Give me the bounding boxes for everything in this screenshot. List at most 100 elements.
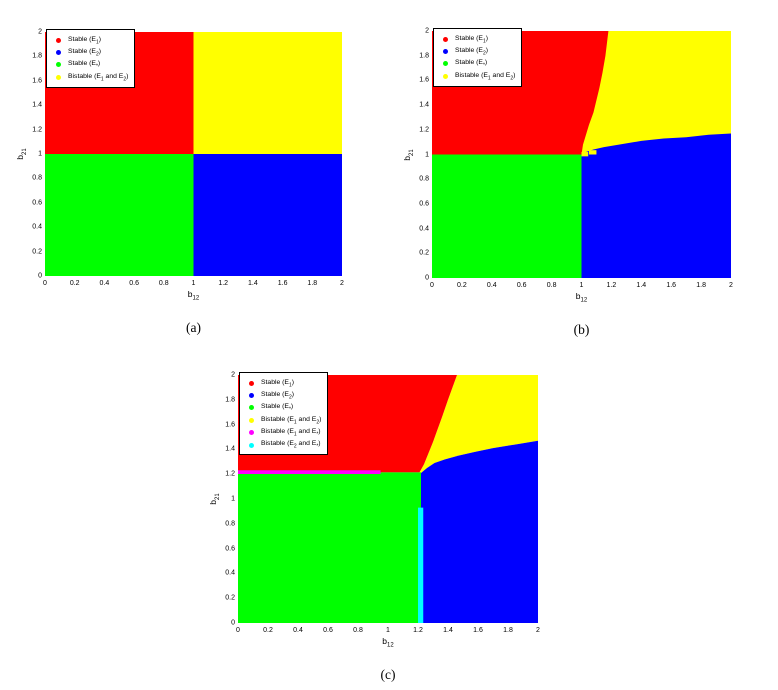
legend-entry: Bistable (E2 and E*) — [244, 439, 321, 451]
subplot-c-y-axis-label: b21 — [207, 493, 221, 505]
legend-marker-icon — [443, 49, 448, 55]
bistable-speckle — [581, 152, 589, 157]
subplot-c-x-axis-label: b12 — [382, 636, 394, 649]
y-tick-label: 0 — [231, 619, 235, 627]
x-tick-label: 0.4 — [486, 282, 497, 289]
y-tick-label: 1.4 — [419, 101, 429, 109]
x-tick-label: 1.6 — [277, 280, 288, 287]
y-tick-label: 1.6 — [419, 76, 429, 84]
subplot-b-x-axis-label: b12 — [575, 291, 588, 304]
bistable-e1-e2-region — [581, 31, 731, 155]
legend-entry: Stable (E*) — [244, 402, 321, 414]
bistable-e1-e2-region — [419, 375, 538, 473]
legend-label: Stable (E1) — [455, 34, 489, 44]
y-tick-label: 0.8 — [32, 174, 42, 182]
x-tick-label: 0.6 — [323, 627, 333, 634]
legend-entry: Stable (E1) — [51, 34, 128, 46]
y-tick-label: 2 — [38, 28, 42, 36]
subplot-b: Stable (E1) Stable (E2) Stable (E*) Bistabl… — [402, 28, 733, 338]
x-tick-label: 1.2 — [218, 280, 229, 287]
legend-entry: Stable (E2) — [244, 389, 321, 401]
bistable-e1-estar-strip — [238, 470, 381, 474]
legend-marker-icon — [443, 36, 448, 42]
subplot-a: Stable (E1) Stable (E2) Stable (E*) Bistabl… — [15, 29, 344, 336]
legend-marker-icon — [249, 393, 254, 399]
subplot-b-legend: Stable (E1) Stable (E2) Stable (E*) Bistabl… — [433, 28, 523, 87]
x-tick-label: 2 — [536, 627, 540, 634]
subplot-a-axes — [45, 32, 342, 276]
legend-marker-icon — [249, 417, 254, 423]
subplot-b-y-axis: 0 0.2 0.4 0.6 0.8 1 1.2 1.4 1.6 1.8 2 — [403, 27, 429, 282]
y-tick-label: 1.8 — [225, 396, 235, 404]
x-tick-label: 0.6 — [516, 282, 527, 289]
x-tick-label: 1 — [386, 627, 390, 634]
y-tick-label: 0.4 — [225, 569, 235, 577]
legend-entry: Bistable (E1 and E2) — [51, 71, 128, 83]
y-tick-label: 1.2 — [419, 126, 429, 134]
legend-entry: Stable (E*) — [51, 59, 128, 71]
legend-entry: Bistable (E1 and E*) — [244, 427, 321, 439]
legend-marker-icon — [249, 405, 254, 411]
subplot-a-region-map — [45, 32, 342, 276]
legend-entry: Stable (E2) — [51, 46, 128, 58]
y-tick-label: 0.2 — [419, 249, 429, 257]
y-tick-label: 1 — [38, 150, 42, 158]
y-tick-label: 0.8 — [225, 520, 235, 528]
legend-label: Stable (E1) — [68, 35, 102, 45]
legend-label: Bistable (E1 and E2) — [455, 71, 516, 82]
legend-marker-icon — [443, 61, 448, 67]
y-tick-label: 2 — [231, 371, 235, 379]
x-tick-label: 1.6 — [473, 627, 483, 634]
subplot-a-x-axis-label: b12 — [187, 289, 200, 302]
x-tick-label: 1.4 — [248, 280, 258, 287]
bistable-e2-estar-strip — [418, 507, 424, 623]
x-tick-label: 0.8 — [353, 627, 363, 634]
subplot-b-x-axis: 0 0.2 0.4 0.6 0.8 1 1.2 1.4 1.6 1.8 2 — [430, 281, 733, 290]
subplot-b-y-axis-label: b21 — [401, 148, 415, 161]
x-tick-label: 0 — [430, 282, 434, 289]
y-tick-label: 1.6 — [225, 421, 235, 429]
x-tick-label: 1.8 — [503, 627, 513, 634]
stable-estar-region — [238, 472, 421, 623]
subplot-c-caption: (c) — [380, 667, 396, 682]
x-tick-label: 1.2 — [606, 282, 617, 289]
x-tick-label: 0.8 — [158, 280, 169, 287]
legend-label: Stable (E1) — [261, 378, 295, 388]
legend-marker-icon — [56, 74, 61, 80]
legend-label: Bistable (E1 and E*) — [261, 428, 321, 438]
y-tick-label: 1.4 — [225, 445, 235, 453]
y-tick-label: 0 — [38, 272, 42, 280]
y-tick-label: 2 — [425, 27, 429, 35]
y-tick-label: 0.2 — [32, 248, 42, 256]
x-tick-label: 1.8 — [307, 280, 318, 287]
subplot-c-legend: Stable (E1) Stable (E2) Stable (E*) Bistabl… — [239, 372, 329, 456]
y-tick-label: 1.8 — [419, 52, 429, 60]
bistable-e1-e2-region — [193, 32, 342, 154]
stable-e2-region — [581, 133, 731, 278]
subplot-c: Stable (E1) Stable (E2) Stable (E*) Bistabl… — [208, 372, 540, 683]
y-tick-label: 0 — [425, 274, 429, 282]
x-tick-label: 1.4 — [636, 282, 647, 289]
x-tick-label: 2 — [340, 280, 344, 287]
y-tick-label: 0.2 — [225, 594, 235, 602]
x-tick-label: 0.2 — [263, 627, 273, 634]
legend-marker-icon — [249, 442, 254, 448]
subplot-a-y-axis-label: b21 — [14, 148, 28, 160]
y-tick-label: 0.6 — [225, 545, 235, 553]
legend-marker-icon — [249, 380, 254, 386]
legend-marker-icon — [56, 62, 61, 68]
legend-entry: Bistable (E1 and E2) — [438, 70, 515, 82]
x-tick-label: 0.6 — [129, 280, 139, 287]
x-tick-label: 1.2 — [413, 627, 423, 634]
x-tick-label: 1.6 — [666, 282, 677, 289]
legend-label: Stable (E*) — [455, 59, 488, 69]
legend-label: Stable (E*) — [261, 403, 294, 413]
legend-label: Bistable (E2 and E*) — [261, 440, 321, 450]
legend-label: Stable (E*) — [68, 60, 101, 70]
x-tick-label: 0 — [236, 627, 240, 634]
legend-entry: Stable (E*) — [438, 58, 515, 70]
x-tick-label: 1 — [579, 282, 584, 289]
y-tick-label: 0.4 — [32, 223, 42, 231]
legend-label: Stable (E2) — [455, 46, 489, 57]
